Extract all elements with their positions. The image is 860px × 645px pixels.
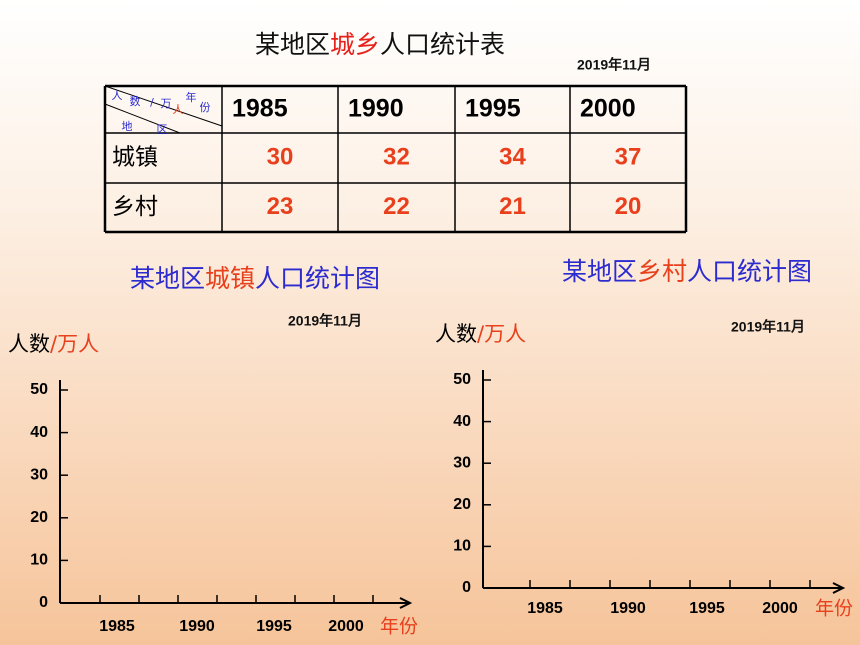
title-part: 某地区 <box>130 264 205 293</box>
cell-value: 21 <box>499 193 526 220</box>
corner-label: 数 <box>130 95 141 108</box>
title-part: 城乡 <box>330 30 380 59</box>
y-tick-label: 10 <box>30 552 48 569</box>
y-tick-label: 20 <box>30 509 48 526</box>
column-header: 1985 <box>232 95 288 123</box>
diagonal <box>104 103 181 134</box>
title-part: 乡村 <box>637 257 687 286</box>
chart: 某地区乡村人口统计图 2019年11月 人数/万人 0 10 20 30 40 50 1985 19… <box>435 257 853 620</box>
label-part: 人数 <box>8 332 50 356</box>
chart-date: 2019年11月 <box>288 313 362 329</box>
title-part: 城镇 <box>205 264 255 293</box>
y-axis-label: 人数/万人 <box>8 332 99 356</box>
title-part: 某地区 <box>255 30 330 59</box>
cell-value: 30 <box>267 143 294 170</box>
y-tick-label: 40 <box>30 424 48 441</box>
x-axis-arrow <box>399 597 413 609</box>
y-tick-label: 50 <box>30 381 48 398</box>
label-part: /万人 <box>477 322 526 346</box>
x-tick-label: 2000 <box>762 600 798 617</box>
y-tick-label: 0 <box>462 579 471 596</box>
chart-title: 某地区城镇人口统计图 <box>130 264 380 293</box>
cell-value: 37 <box>615 143 642 170</box>
corner-label: 万 <box>161 97 172 110</box>
corner-label: 年 <box>186 90 197 104</box>
cell-value: 22 <box>383 193 410 220</box>
title-part: 人口统计图 <box>255 264 380 293</box>
date: 2019年11月 <box>577 57 651 73</box>
x-tick-label: 1995 <box>689 600 725 617</box>
cell-value: 20 <box>615 193 642 220</box>
x-axis-arrow <box>832 582 846 594</box>
corner-label: 地 <box>122 120 133 133</box>
x-tick-label: 1985 <box>99 618 135 635</box>
y-tick-label: 30 <box>30 466 48 483</box>
corner-label: 份 <box>200 101 211 114</box>
label-part: 人数 <box>435 322 477 346</box>
column-header: 1990 <box>348 95 404 123</box>
cell-value: 32 <box>383 143 410 170</box>
label-part: /万人 <box>50 332 99 356</box>
cell-value: 34 <box>499 143 526 170</box>
x-tick-label: 1995 <box>256 618 292 635</box>
x-tick-label: 1990 <box>179 618 215 635</box>
column-header: 2000 <box>580 95 636 123</box>
chart-title: 某地区乡村人口统计图 <box>562 257 812 286</box>
corner-label: 区 <box>157 123 168 136</box>
y-tick-label: 10 <box>453 538 471 555</box>
column-header: 1995 <box>465 95 521 123</box>
corner-label: 人 <box>173 103 184 116</box>
y-tick-label: 20 <box>453 496 471 513</box>
row-label: 乡村 <box>112 194 158 220</box>
title-part: 某地区 <box>562 257 637 286</box>
y-tick-label: 40 <box>453 413 471 430</box>
x-axis-label: 年份 <box>815 598 853 620</box>
corner-label: 人 <box>112 89 123 102</box>
chart-date: 2019年11月 <box>731 319 805 335</box>
x-axis-label: 年份 <box>380 616 418 638</box>
x-tick-label: 2000 <box>328 618 364 635</box>
diagonal <box>104 85 223 127</box>
main-title: 某地区城乡人口统计表 <box>255 30 505 59</box>
y-tick-label: 0 <box>39 594 48 611</box>
y-tick-label: 50 <box>453 371 471 388</box>
table: 人数 / 万人年份地 区1985 1990 1995 2000城镇 30 32 34 37乡村 23 2… <box>103 84 688 234</box>
cell-value: 23 <box>267 193 294 220</box>
title-part: 人口统计表 <box>380 30 505 59</box>
y-axis-label: 人数/万人 <box>435 322 526 346</box>
x-tick-label: 1985 <box>527 600 563 617</box>
title-part: 人口统计图 <box>687 257 812 286</box>
y-tick-label: 30 <box>453 454 471 471</box>
row-label: 城镇 <box>112 145 158 171</box>
x-tick-label: 1990 <box>610 600 646 617</box>
corner-label: / <box>150 96 154 109</box>
